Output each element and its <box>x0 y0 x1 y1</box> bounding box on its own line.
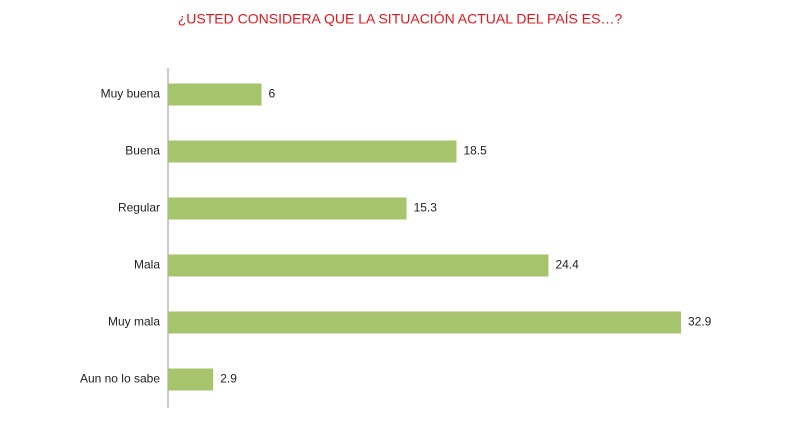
bar <box>168 140 457 163</box>
category-label: Muy buena <box>101 87 161 101</box>
category-label: Aun no lo sabe <box>80 372 160 386</box>
bar <box>168 83 262 106</box>
data-label: 18.5 <box>463 144 487 158</box>
data-label: 2.9 <box>220 372 237 386</box>
bar <box>168 197 407 220</box>
data-label: 15.3 <box>414 201 438 215</box>
data-label: 24.4 <box>555 258 579 272</box>
category-label: Regular <box>118 201 160 215</box>
category-label: Buena <box>125 144 160 158</box>
bar <box>168 368 214 391</box>
data-label: 32.9 <box>688 315 712 329</box>
data-label: 6 <box>269 87 276 101</box>
bar <box>168 254 549 277</box>
category-label: Muy mala <box>108 315 160 329</box>
bar <box>168 311 681 334</box>
chart-title: ¿USTED CONSIDERA QUE LA SITUACIÓN ACTUAL… <box>178 11 623 27</box>
category-label: Mala <box>134 258 160 272</box>
